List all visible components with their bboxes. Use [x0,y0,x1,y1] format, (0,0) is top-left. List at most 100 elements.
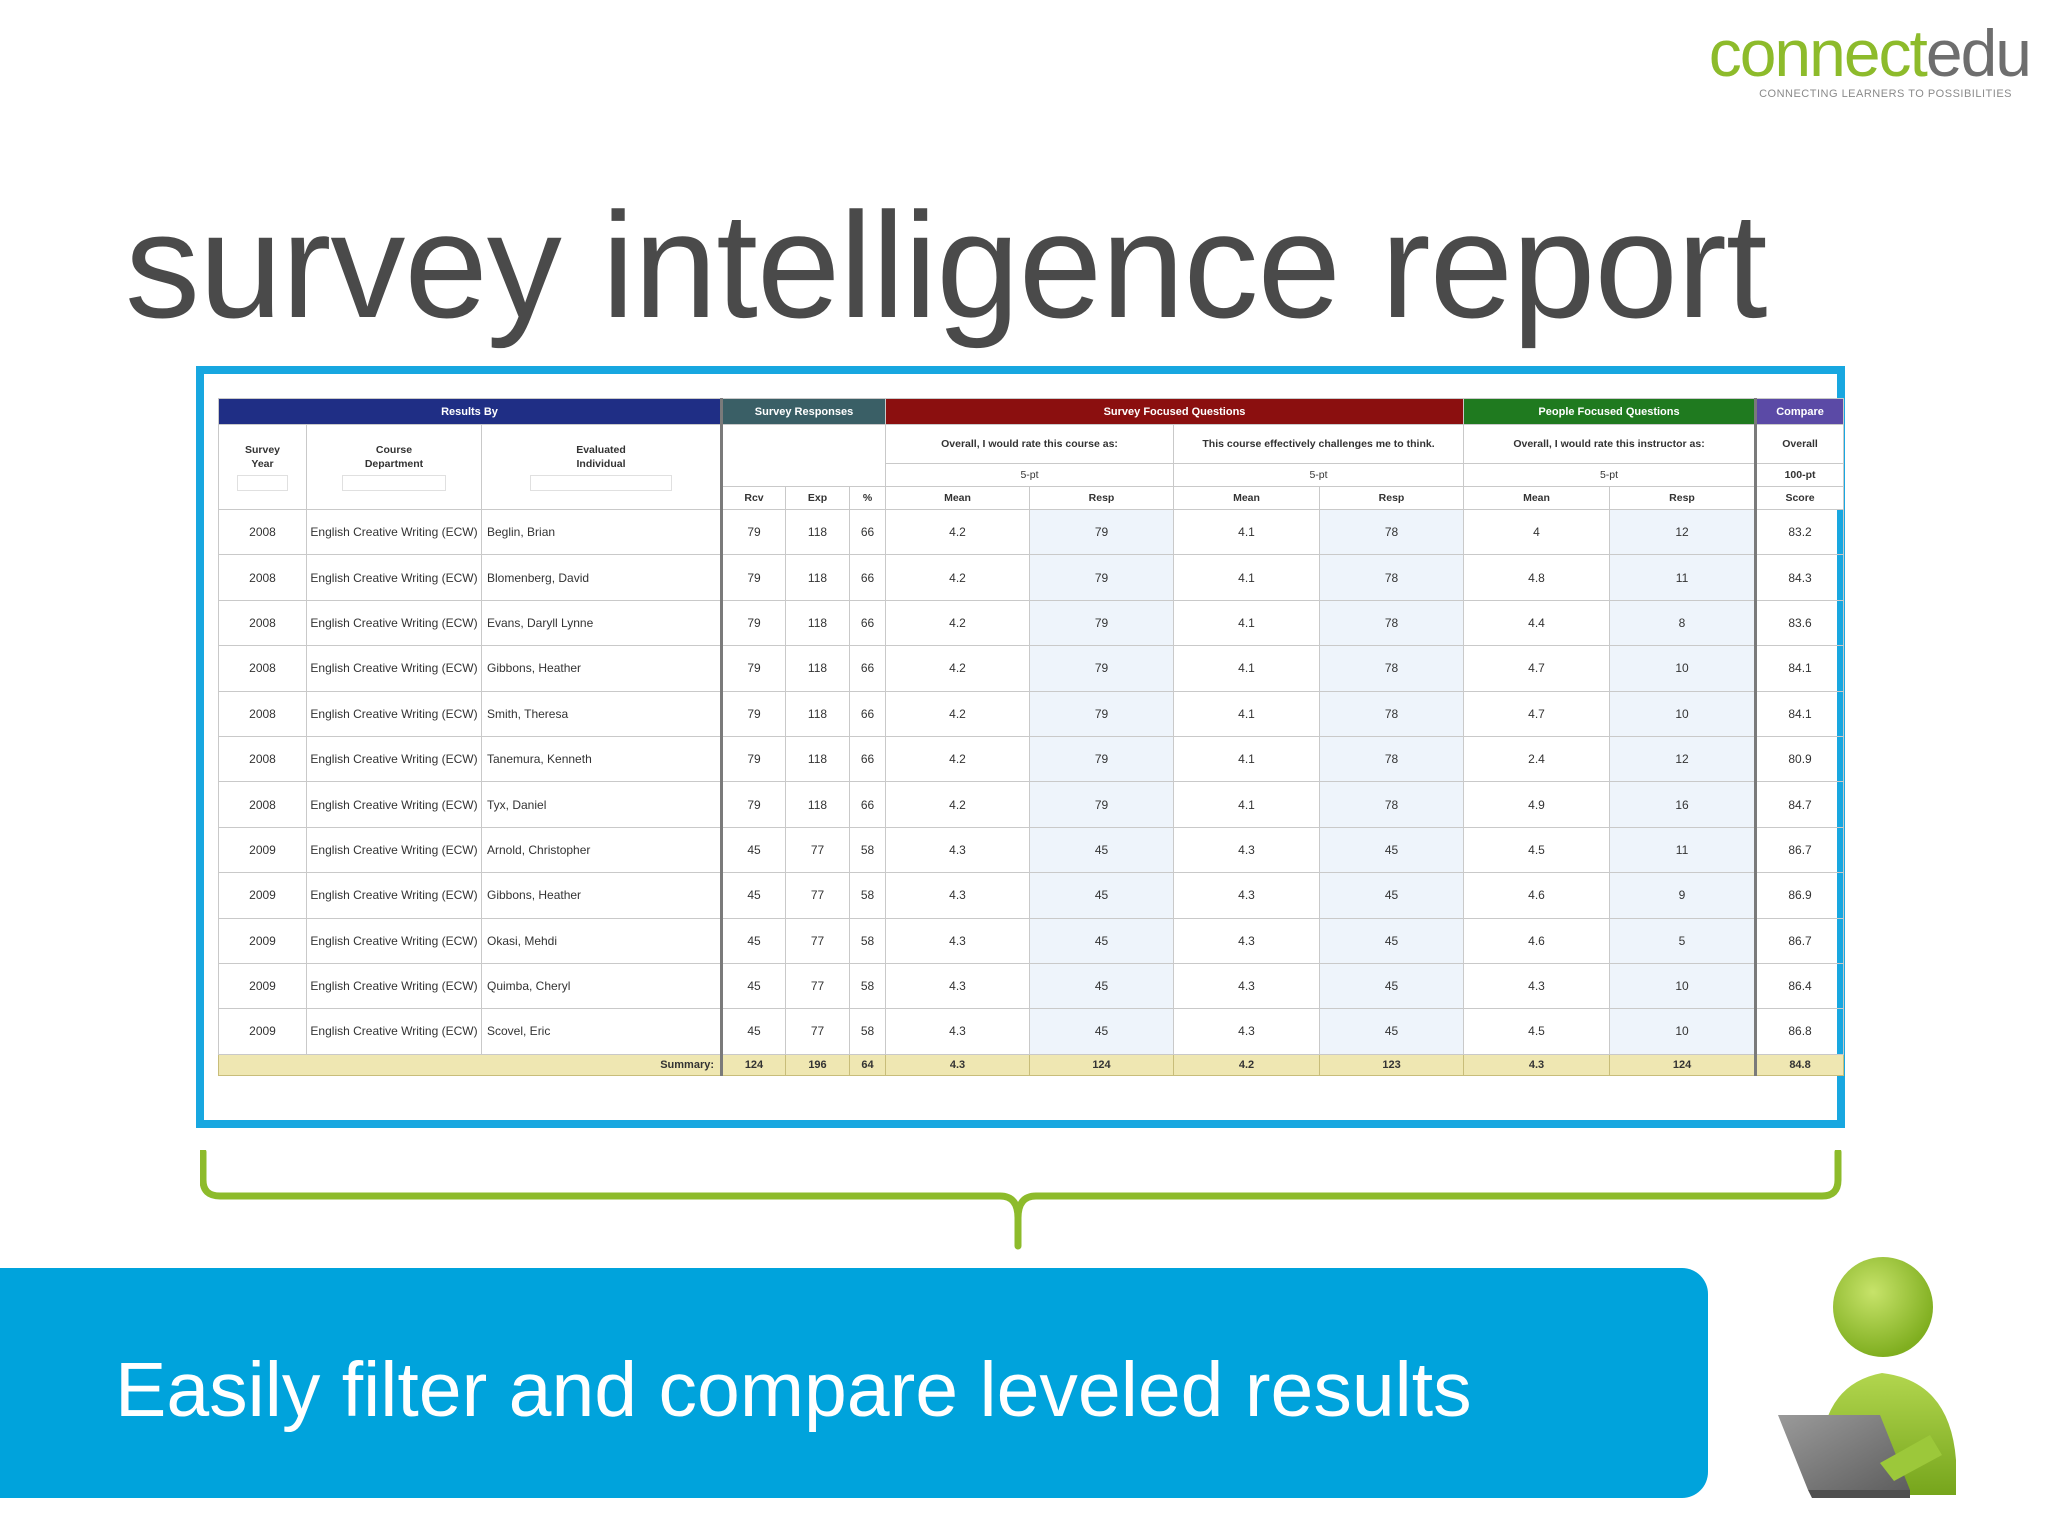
col-pct[interactable]: % [849,486,886,510]
cell-rcv: 79 [720,735,786,783]
table-row[interactable]: 2008 English Creative Writing (ECW) Evans,… [218,599,1845,647]
cell-exp: 118 [785,735,850,783]
cell-year: 2008 [218,735,307,783]
col-resp-q2[interactable]: Resp [1318,486,1465,510]
table-row[interactable]: 2009 English Creative Writing (ECW) Gibbon… [218,872,1845,919]
col-mean-q1[interactable]: Mean [885,486,1030,510]
cell-year: 2009 [218,962,307,1010]
cell-m3: 4.8 [1463,554,1611,601]
cell-m1: 4.3 [885,826,1030,874]
table-row[interactable]: 2008 English Creative Writing (ECW) Tyx, D… [218,781,1845,828]
cell-r1: 79 [1029,781,1174,828]
table-row[interactable]: 2009 English Creative Writing (ECW) Quimba… [218,962,1845,1010]
cell-m2: 4.1 [1173,554,1320,601]
filter-course-department[interactable]: Course Department [306,424,482,510]
course-department-filter-box[interactable] [342,475,446,491]
cell-r1: 45 [1029,962,1174,1010]
cell-pct: 58 [849,1008,886,1055]
col-mean-q2[interactable]: Mean [1173,486,1320,510]
cell-dept: English Creative Writing (ECW) [306,690,482,737]
col-score[interactable]: Score [1754,486,1845,510]
cell-pct: 66 [849,690,886,737]
scale-q3: 5-pt [1463,463,1757,487]
cell-pct: 66 [849,645,886,692]
survey-year-label: Survey Year [244,444,281,470]
col-exp[interactable]: Exp [785,486,850,510]
cell-m2: 4.1 [1173,690,1320,737]
cell-rcv: 79 [720,508,786,556]
cell-rcv: 79 [720,690,786,737]
survey-year-filter-box[interactable] [236,475,289,491]
col-resp-q3[interactable]: Resp [1609,486,1757,510]
cell-r2: 78 [1318,508,1465,556]
scale-q4: 100-pt [1754,463,1845,487]
survey-results-table: Results By Survey Responses Survey Focus… [218,398,1845,1076]
filter-survey-year[interactable]: Survey Year [218,424,307,510]
cell-r2: 45 [1318,826,1465,874]
cell-r3: 12 [1609,735,1757,783]
cell-r1: 45 [1029,1008,1174,1055]
table-row[interactable]: 2008 English Creative Writing (ECW) Beglin… [218,508,1845,556]
cell-score: 84.1 [1754,690,1845,737]
cell-exp: 118 [785,781,850,828]
cell-rcv: 79 [720,599,786,647]
cell-m2: 4.1 [1173,735,1320,783]
table-row[interactable]: 2008 English Creative Writing (ECW) Tanemu… [218,735,1845,783]
col-mean-q3[interactable]: Mean [1463,486,1611,510]
cell-score: 86.7 [1754,826,1845,874]
cell-r3: 8 [1609,599,1757,647]
table-row[interactable]: 2008 English Creative Writing (ECW) Blomen… [218,554,1845,601]
cell-m3: 4.7 [1463,690,1611,737]
group-results-by: Results By [218,398,722,425]
cell-r1: 79 [1029,645,1174,692]
cell-r2: 78 [1318,735,1465,783]
cell-score: 86.9 [1754,872,1845,919]
col-rcv[interactable]: Rcv [720,486,786,510]
question-rate-instructor: Overall, I would rate this instructor as… [1463,424,1757,464]
cell-r3: 10 [1609,690,1757,737]
cell-r3: 16 [1609,781,1757,828]
cell-m2: 4.3 [1173,1008,1320,1055]
cell-exp: 77 [785,872,850,919]
table-row[interactable]: 2009 English Creative Writing (ECW) Arnold… [218,826,1845,874]
cell-r2: 45 [1318,917,1465,964]
cell-r1: 45 [1029,826,1174,874]
cell-year: 2008 [218,599,307,647]
caption-banner: Easily filter and compare leveled result… [0,1268,1708,1498]
cell-pct: 66 [849,508,886,556]
cell-pct: 58 [849,872,886,919]
connectedu-logo: connectedu CONNECTING LEARNERS TO POSSIB… [1709,16,2032,100]
table-row[interactable]: 2008 English Creative Writing (ECW) Gibbon… [218,645,1845,692]
bracket-connector [200,1150,1842,1250]
cell-rcv: 79 [720,781,786,828]
cell-r3: 12 [1609,508,1757,556]
col-resp-q1[interactable]: Resp [1029,486,1174,510]
group-people-focused-questions: People Focused Questions [1463,398,1757,425]
table-row[interactable]: 2009 English Creative Writing (ECW) Scovel… [218,1008,1845,1055]
cell-m3: 4.3 [1463,962,1611,1010]
logo-part-edu: edu [1925,16,2032,90]
cell-dept: English Creative Writing (ECW) [306,508,482,556]
cell-name: Scovel, Eric [481,1008,722,1055]
caption-text: Easily filter and compare leveled result… [115,1347,1472,1433]
cell-rcv: 45 [720,872,786,919]
filter-evaluated-individual[interactable]: Evaluated Individual [481,424,722,510]
cell-r2: 78 [1318,645,1465,692]
cell-year: 2008 [218,690,307,737]
summary-m3: 4.3 [1463,1053,1611,1076]
cell-dept: English Creative Writing (ECW) [306,917,482,964]
evaluated-individual-filter-box[interactable] [529,475,673,491]
table-body: 2008 English Creative Writing (ECW) Beglin… [218,508,1845,1076]
cell-m2: 4.3 [1173,962,1320,1010]
cell-rcv: 45 [720,1008,786,1055]
table-row[interactable]: 2009 English Creative Writing (ECW) Okasi,… [218,917,1845,964]
cell-m1: 4.2 [885,599,1030,647]
cell-r3: 10 [1609,645,1757,692]
cell-name: Blomenberg, David [481,554,722,601]
table-row[interactable]: 2008 English Creative Writing (ECW) Smith,… [218,690,1845,737]
responses-header-blank [720,424,886,487]
evaluated-individual-label: Evaluated Individual [576,444,626,470]
cell-dept: English Creative Writing (ECW) [306,735,482,783]
cell-score: 83.2 [1754,508,1845,556]
cell-pct: 58 [849,826,886,874]
